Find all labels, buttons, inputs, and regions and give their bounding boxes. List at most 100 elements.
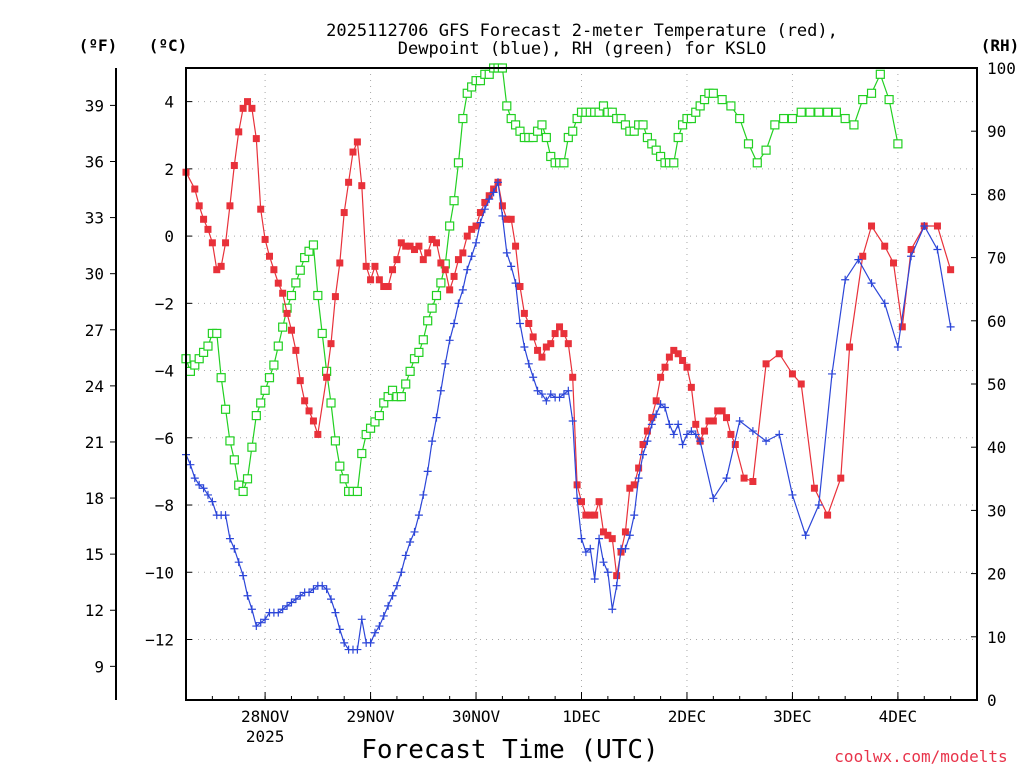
- temperature-point: [556, 323, 564, 331]
- dewpoint-point: [907, 252, 916, 261]
- temperature-point: [674, 350, 682, 358]
- time-tick-label: 29NOV: [346, 707, 395, 726]
- rh-point: [884, 94, 894, 105]
- rh-point: [317, 328, 327, 339]
- temperature-point: [578, 498, 585, 506]
- rh-point: [401, 379, 411, 389]
- dewpoint-point: [674, 420, 683, 429]
- fahrenheit-tick-label: 21: [85, 433, 104, 452]
- temperature-point: [670, 346, 678, 354]
- rh-point: [357, 448, 367, 459]
- dewpoint-point: [748, 427, 757, 436]
- dewpoint-point: [546, 390, 555, 399]
- rh-point: [502, 101, 512, 111]
- rh-point: [858, 94, 868, 105]
- temperature-point: [301, 397, 309, 405]
- dewpoint-point: [502, 248, 511, 257]
- dewpoint-point: [472, 238, 481, 247]
- dewpoint-point: [221, 511, 230, 520]
- temperature-point: [635, 464, 643, 472]
- temperature-point: [208, 239, 216, 247]
- rh-point: [770, 120, 780, 130]
- dewpoint-point: [432, 413, 441, 422]
- dewpoint-point: [696, 437, 705, 446]
- time-tick-label: 2DEC: [668, 707, 707, 726]
- temperature-point: [569, 373, 577, 381]
- dewpoint-point: [309, 585, 318, 594]
- rh-point: [761, 145, 771, 155]
- rh-point: [568, 126, 578, 136]
- temperature-point: [415, 242, 423, 250]
- rh-point: [330, 436, 341, 446]
- dewpoint-point: [441, 359, 450, 368]
- temperature-point: [890, 259, 898, 267]
- temperature-point: [683, 363, 691, 371]
- rh-tick-label: 20: [987, 565, 1006, 584]
- temperature-point: [371, 262, 379, 270]
- rh-tick-label: 80: [987, 185, 1006, 204]
- rh-point: [638, 120, 648, 130]
- temperature-point: [481, 198, 489, 206]
- dewpoint-point: [762, 437, 771, 446]
- dewpoint-point: [494, 178, 503, 187]
- rh-point: [831, 107, 841, 117]
- rh-tick-label: 0: [987, 691, 997, 710]
- temperature-point: [327, 340, 335, 348]
- dewpoint-point: [687, 427, 696, 436]
- dewpoint-point: [208, 497, 217, 506]
- celsius-tick-label: 4: [164, 93, 174, 112]
- dewpoint-point: [489, 188, 498, 197]
- temperature-point: [573, 481, 581, 489]
- rh-tick-label: 100: [987, 59, 1016, 78]
- dewpoint-point: [305, 588, 314, 597]
- dewpoint-point: [529, 373, 538, 382]
- temperature-point: [248, 104, 256, 112]
- dewpoint-point: [318, 581, 327, 590]
- celsius-axis: 4 2 0 −2 −4 −6 −8 −10 −12: [145, 93, 192, 649]
- dewpoint-point: [893, 343, 902, 352]
- rh-point: [431, 290, 442, 301]
- dewpoint-point: [507, 262, 516, 271]
- dewpoint-point: [296, 591, 305, 600]
- temperature-point: [881, 242, 889, 250]
- temperature-point: [723, 414, 731, 422]
- temperature-point: [749, 477, 757, 485]
- chart-subtitle: Dewpoint (blue), RH (green) for KSLO: [398, 39, 766, 59]
- dewpoint-point: [327, 595, 336, 604]
- dewpoint-point: [458, 285, 467, 294]
- dewpoint-point: [678, 440, 687, 449]
- rh-point: [220, 404, 231, 414]
- temperature-point: [323, 373, 331, 381]
- dewpoint-point: [595, 534, 604, 543]
- dewpoint-point: [335, 625, 344, 634]
- fahrenheit-unit-label: (ºF): [79, 36, 118, 55]
- rh-point: [840, 113, 850, 124]
- dewpoint-point: [410, 527, 419, 536]
- celsius-tick-label: −10: [145, 563, 174, 582]
- temperature-point: [657, 373, 665, 381]
- temperature-point: [547, 340, 555, 348]
- dewpoint-point: [375, 622, 384, 631]
- rh-point: [339, 474, 349, 484]
- rh-point: [735, 113, 745, 124]
- temperature-line: [185, 100, 952, 576]
- temperature-point: [353, 138, 361, 146]
- temperature-point: [643, 427, 651, 435]
- rh-point: [273, 341, 283, 351]
- temperature-point: [665, 353, 673, 361]
- dewpoint-point: [643, 437, 652, 446]
- temperature-point: [362, 262, 370, 270]
- temperature-point: [450, 272, 458, 280]
- temperature-point: [687, 383, 695, 391]
- temperature-point: [472, 222, 480, 230]
- temperature-point: [265, 252, 273, 260]
- dewpoint-point: [841, 275, 850, 284]
- dewpoint-point: [476, 218, 485, 227]
- dewpoint-point: [634, 474, 643, 483]
- x-axis-title: Forecast Time (UTC): [361, 735, 658, 765]
- rh-point: [893, 139, 903, 149]
- dewpoint-point: [203, 490, 212, 499]
- dewpoint-point: [234, 558, 243, 567]
- celsius-unit-label: (ºC): [149, 36, 188, 55]
